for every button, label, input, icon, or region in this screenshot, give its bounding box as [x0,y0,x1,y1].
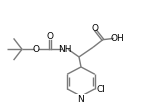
Text: O: O [47,32,53,41]
Text: Cl: Cl [96,85,105,94]
Text: NH: NH [58,45,72,54]
Text: OH: OH [111,34,125,43]
Text: N: N [78,95,84,103]
Text: O: O [91,24,98,33]
Text: O: O [32,45,40,54]
